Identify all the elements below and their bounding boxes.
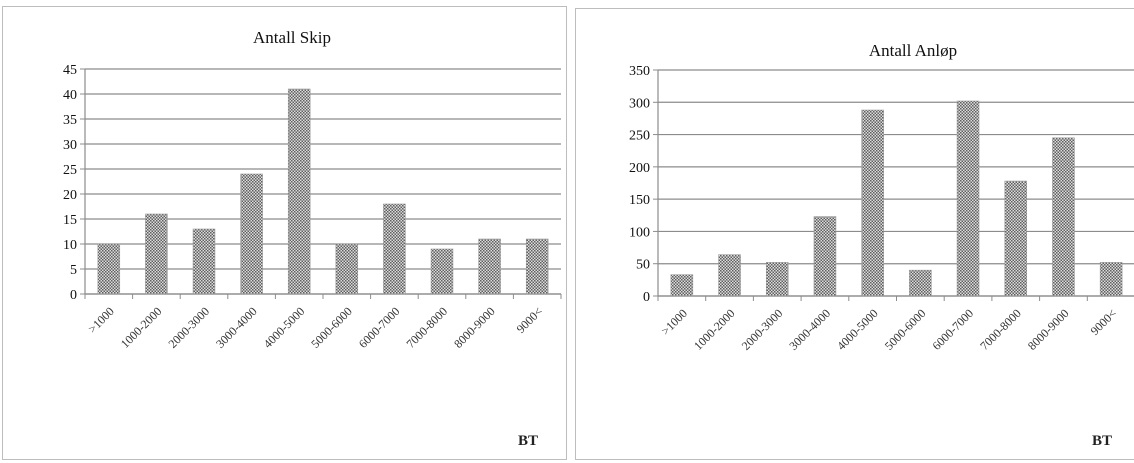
chart-title: Antall Skip (253, 28, 331, 47)
antall-anlop-chart: Antall Anløp BT 0 50 100 150 200 250 300 350 >10… (629, 41, 1134, 449)
x-tick-label: 2000-3000 (739, 306, 786, 353)
x-tick-label: >1000 (658, 306, 690, 338)
x-tick-label: >1000 (85, 304, 117, 336)
chart-title: Antall Anløp (869, 41, 957, 60)
x-tick-label: 9000< (1088, 306, 1120, 338)
x-tick-label: 7000-8000 (403, 304, 450, 351)
y-tick-label: 150 (629, 193, 650, 208)
bar-8 (1052, 137, 1075, 297)
x-tick-label: 3000-4000 (786, 306, 833, 353)
bar-1 (145, 213, 168, 295)
x-tick-label: 9000< (514, 304, 546, 336)
x-tick-label: 4000-5000 (261, 304, 308, 351)
chart-panel-antall-anlop: Antall Anløp BT 0 50 100 150 200 250 300 350 >10… (575, 8, 1134, 460)
bar-5 (909, 269, 932, 297)
y-tick-label: 300 (629, 96, 650, 111)
x-tick-label: 6000-7000 (930, 306, 977, 353)
antall-skip-chart: Antall Skip BT 0 5 10 15 20 25 30 35 40 45 >1000 10… (63, 28, 562, 449)
y-tick-label: 0 (70, 288, 77, 303)
x-tick-label: 5000-6000 (308, 304, 355, 351)
bar-4 (287, 88, 311, 295)
y-tick-label: 30 (63, 138, 77, 153)
y-tick-label: 15 (63, 213, 77, 228)
y-tick-label: 100 (629, 225, 650, 240)
bar-8 (478, 238, 501, 295)
x-tick-label: 1000-2000 (118, 304, 165, 351)
y-tick-label: 20 (63, 188, 77, 203)
y-tick-label: 25 (63, 163, 77, 178)
y-tick-label: 5 (70, 263, 77, 278)
x-tick-label: 7000-8000 (977, 306, 1024, 353)
y-tick-label: 35 (63, 113, 77, 128)
x-tick-label: 4000-5000 (834, 306, 881, 353)
x-tick-label: 2000-3000 (165, 304, 212, 351)
bar-1 (718, 254, 741, 297)
y-tick-label: 350 (629, 64, 650, 79)
bar-9 (1099, 262, 1123, 297)
bar-7 (430, 248, 454, 295)
y-tick-label: 250 (629, 129, 650, 144)
x-tick-label: 3000-4000 (213, 304, 260, 351)
x-axis-unit-label: BT (518, 433, 538, 449)
bar-0 (97, 243, 121, 295)
y-tick-label: 0 (643, 290, 650, 305)
y-tick-label: 50 (636, 258, 650, 273)
x-tick-label: 6000-7000 (356, 304, 403, 351)
x-tick-label: 8000-9000 (451, 304, 498, 351)
y-tick-label: 40 (63, 88, 77, 103)
bar-6 (383, 203, 406, 295)
x-tick-label: 5000-6000 (882, 306, 929, 353)
x-tick-label: 1000-2000 (691, 306, 738, 353)
y-tick-label: 10 (63, 238, 77, 253)
y-tick-label: 200 (629, 161, 650, 176)
chart-panel-antall-skip: Antall Skip BT 0 5 10 15 20 25 30 35 40 45 >1000 10… (2, 6, 567, 460)
bar-3 (813, 216, 837, 297)
bar-7 (1004, 180, 1028, 297)
bar-4 (861, 109, 884, 297)
bar-5 (335, 243, 359, 295)
bar-0 (670, 274, 694, 297)
y-tick-label: 45 (63, 63, 77, 78)
bar-6 (956, 100, 980, 297)
bar-2 (765, 262, 789, 297)
bar-9 (525, 238, 549, 295)
bar-2 (192, 228, 216, 295)
bar-3 (240, 173, 263, 295)
x-tick-label: 8000-9000 (1025, 306, 1072, 353)
x-axis-unit-label: BT (1092, 433, 1112, 449)
